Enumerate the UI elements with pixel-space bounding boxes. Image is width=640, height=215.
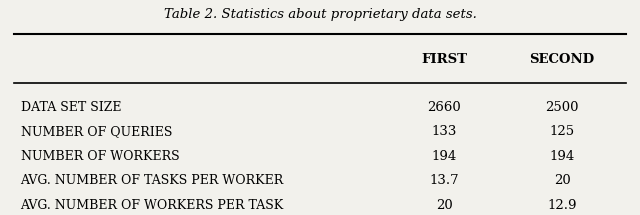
Text: 2500: 2500 xyxy=(545,101,579,114)
Text: 133: 133 xyxy=(431,125,457,138)
Text: AVG. NUMBER OF WORKERS PER TASK: AVG. NUMBER OF WORKERS PER TASK xyxy=(20,199,284,212)
Text: 2660: 2660 xyxy=(428,101,461,114)
Text: SECOND: SECOND xyxy=(529,53,595,66)
Text: FIRST: FIRST xyxy=(421,53,467,66)
Text: NUMBER OF QUERIES: NUMBER OF QUERIES xyxy=(20,125,172,138)
Text: 13.7: 13.7 xyxy=(429,174,459,187)
Text: NUMBER OF WORKERS: NUMBER OF WORKERS xyxy=(20,150,179,163)
Text: 125: 125 xyxy=(550,125,575,138)
Text: AVG. NUMBER OF TASKS PER WORKER: AVG. NUMBER OF TASKS PER WORKER xyxy=(20,174,284,187)
Text: 20: 20 xyxy=(436,199,452,212)
Text: 20: 20 xyxy=(554,174,570,187)
Text: 194: 194 xyxy=(550,150,575,163)
Text: Table 2. Statistics about proprietary data sets.: Table 2. Statistics about proprietary da… xyxy=(164,8,476,21)
Text: DATA SET SIZE: DATA SET SIZE xyxy=(20,101,121,114)
Text: 194: 194 xyxy=(431,150,457,163)
Text: 12.9: 12.9 xyxy=(547,199,577,212)
